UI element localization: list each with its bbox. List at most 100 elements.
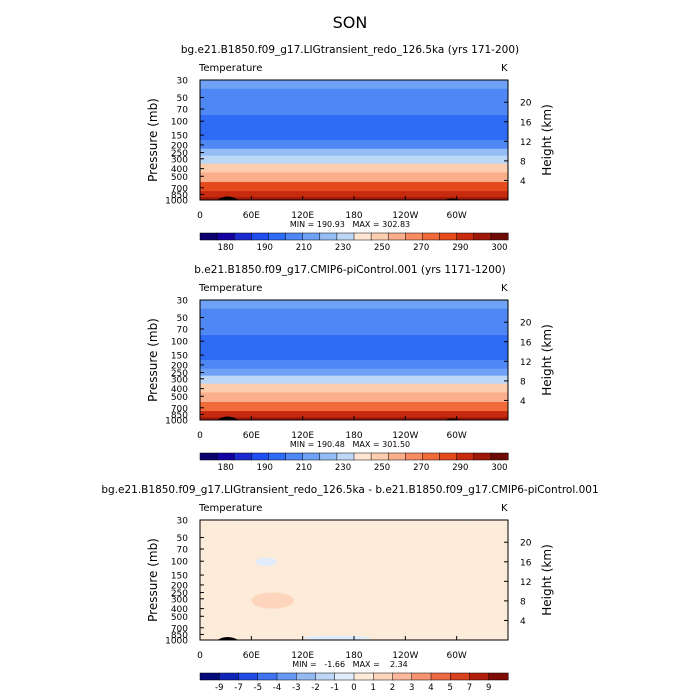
colorbar-swatch (387, 452, 406, 461)
colorbar-swatch (233, 232, 252, 241)
variable-label: Temperature (198, 503, 262, 514)
contour-band (200, 182, 508, 192)
x-tick-label: 120E (291, 211, 314, 221)
colorbar-swatch (469, 672, 490, 681)
colorbar-swatch (387, 232, 406, 241)
y2-tick-label: 16 (520, 558, 532, 568)
x-tick-label: 120E (291, 431, 314, 441)
colorbar-swatch (473, 452, 492, 461)
contour-field (200, 80, 508, 201)
colorbar-swatch (238, 672, 259, 681)
y-tick-label: 1000 (165, 197, 188, 207)
x-tick-label: 60E (243, 431, 260, 441)
colorbar-swatch (216, 452, 235, 461)
contour-band (200, 348, 508, 361)
y-tick-label: 50 (177, 314, 189, 324)
y2-tick-label: 4 (520, 397, 526, 407)
y-tick-label: 700 (171, 404, 188, 414)
contour-region (277, 548, 372, 593)
colorbar-label: 210 (296, 463, 312, 473)
colorbar-label: 300 (491, 463, 507, 473)
y-tick-label: 200 (171, 581, 188, 591)
y2-axis-title: Height (km) (540, 544, 554, 615)
contour-band (200, 172, 508, 183)
units-label: K (501, 503, 508, 514)
contour-band (200, 80, 508, 90)
contour-field (200, 300, 508, 421)
x-tick-label: 0 (197, 651, 203, 661)
x-tick-label: 60W (446, 211, 466, 221)
colorbar-label: 0 (351, 683, 356, 693)
contour-band (200, 128, 508, 141)
colorbar-label: 5 (448, 683, 453, 693)
y2-tick-label: 16 (520, 118, 532, 128)
colorbar-label: 290 (452, 243, 468, 253)
colorbar-swatch (233, 452, 252, 461)
colorbar-swatch (353, 232, 372, 241)
colorbar-label: 290 (452, 463, 468, 473)
contour-region (294, 608, 431, 628)
units-label: K (501, 63, 508, 74)
colorbar-swatch (370, 452, 389, 461)
y-tick-label: 150 (171, 352, 188, 362)
y2-tick-label: 12 (520, 578, 531, 588)
min-max-stats: MIN = 190.93 MAX = 302.83 (290, 220, 410, 229)
colorbar-label: -3 (292, 683, 300, 693)
colorbar-swatch (319, 232, 338, 241)
y-tick-label: 250 (171, 369, 188, 379)
colorbar-swatch (422, 232, 441, 241)
colorbar-swatch (285, 232, 304, 241)
panel-2: b.e21.B1850.f09_g17.CMIP6-piControl.001 … (146, 264, 554, 473)
colorbar-swatch (405, 232, 423, 241)
y2-tick-label: 20 (520, 99, 532, 109)
y2-tick-label: 16 (520, 338, 532, 348)
x-tick-label: 0 (197, 211, 203, 221)
colorbar-swatch (319, 452, 338, 461)
panels: bg.e21.B1850.f09_g17.LIGtransient_redo_1… (101, 44, 598, 693)
panel-title: bg.e21.B1850.f09_g17.LIGtransient_redo_1… (101, 484, 598, 496)
colorbar-swatch (268, 452, 287, 461)
colorbar-swatch (488, 672, 509, 681)
colorbar-swatch (353, 452, 372, 461)
colorbar-swatch (456, 452, 475, 461)
colorbar-label: 190 (257, 243, 273, 253)
colorbar-label: 270 (413, 243, 429, 253)
colorbar-swatch (296, 672, 317, 681)
min-max-stats: MIN = -1.66 MAX = 2.34 (292, 660, 408, 669)
colorbar-swatch (251, 232, 269, 241)
y-tick-label: 100 (171, 338, 188, 348)
x-tick-label: 120E (291, 651, 314, 661)
colorbar-label: 210 (296, 243, 312, 253)
y-tick-label: 400 (171, 165, 188, 175)
y-tick-label: 200 (171, 141, 188, 151)
y2-tick-label: 8 (520, 377, 526, 387)
colorbar-swatch (490, 452, 509, 461)
contour-band (200, 383, 508, 393)
y-tick-label: 700 (171, 184, 188, 194)
y-tick-label: 150 (171, 132, 188, 142)
y-tick-label: 700 (171, 624, 188, 634)
colorbar-swatch (430, 672, 451, 681)
y-axis-title: Pressure (mb) (146, 318, 160, 402)
y2-tick-label: 20 (520, 539, 532, 549)
y-tick-label: 500 (171, 613, 188, 623)
colorbar-swatch (392, 672, 413, 681)
colorbar-swatch (439, 452, 458, 461)
colorbar-swatch (456, 232, 475, 241)
contour-band (200, 155, 508, 165)
y2-tick-label: 20 (520, 319, 532, 329)
y-tick-label: 50 (177, 534, 189, 544)
colorbar-label: 9 (486, 683, 491, 693)
figure-title: SON (333, 13, 368, 32)
x-tick-label: 0 (197, 431, 203, 441)
colorbar-swatch (219, 672, 240, 681)
colorbar-swatch (315, 672, 336, 681)
topography-mask (217, 416, 239, 420)
y-tick-label: 1000 (165, 417, 188, 427)
colorbar-label: -1 (331, 683, 339, 693)
colorbar-swatch (353, 672, 374, 681)
panel-3: bg.e21.B1850.f09_g17.LIGtransient_redo_1… (101, 484, 598, 693)
colorbar-label: 230 (335, 243, 351, 253)
y-tick-label: 400 (171, 385, 188, 395)
contour-band (200, 191, 508, 198)
